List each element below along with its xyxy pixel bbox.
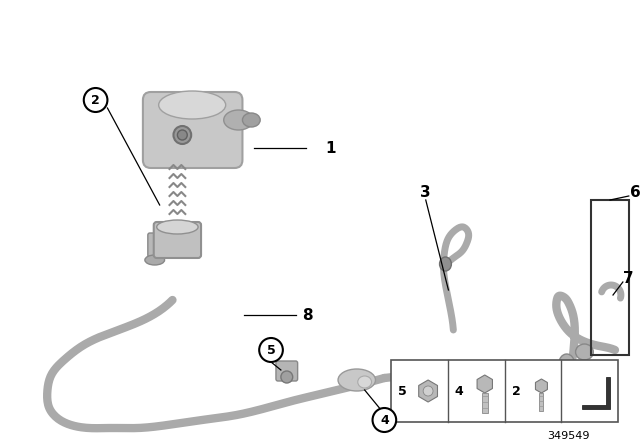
Bar (540, 393, 543, 411)
FancyBboxPatch shape (154, 222, 201, 258)
Bar (391, 360, 618, 422)
Text: 4: 4 (380, 414, 388, 426)
Text: 349549: 349549 (547, 431, 589, 441)
Ellipse shape (281, 371, 292, 383)
Text: 2: 2 (511, 384, 520, 397)
Text: 5: 5 (267, 344, 275, 357)
FancyBboxPatch shape (143, 92, 243, 168)
Circle shape (372, 408, 396, 432)
Ellipse shape (440, 257, 451, 271)
Ellipse shape (145, 255, 164, 265)
Text: 6: 6 (630, 185, 640, 199)
Ellipse shape (559, 354, 575, 374)
Ellipse shape (358, 376, 372, 388)
Ellipse shape (173, 126, 191, 144)
Text: 1: 1 (325, 141, 335, 155)
Ellipse shape (224, 110, 253, 130)
Text: 8: 8 (302, 307, 313, 323)
Polygon shape (582, 377, 610, 409)
Text: 2: 2 (92, 94, 100, 107)
Ellipse shape (159, 91, 226, 119)
Text: 3: 3 (420, 185, 431, 199)
Ellipse shape (338, 369, 376, 391)
Bar (482, 393, 488, 413)
Ellipse shape (157, 220, 198, 234)
Circle shape (84, 88, 108, 112)
Text: 7: 7 (623, 271, 634, 285)
Text: 4: 4 (455, 384, 463, 397)
Ellipse shape (177, 130, 188, 140)
Bar (591, 200, 628, 355)
Ellipse shape (243, 113, 260, 127)
FancyBboxPatch shape (148, 233, 170, 257)
Circle shape (259, 338, 283, 362)
FancyBboxPatch shape (276, 361, 298, 381)
Circle shape (423, 386, 433, 396)
Text: 5: 5 (398, 384, 407, 397)
Ellipse shape (575, 344, 593, 360)
